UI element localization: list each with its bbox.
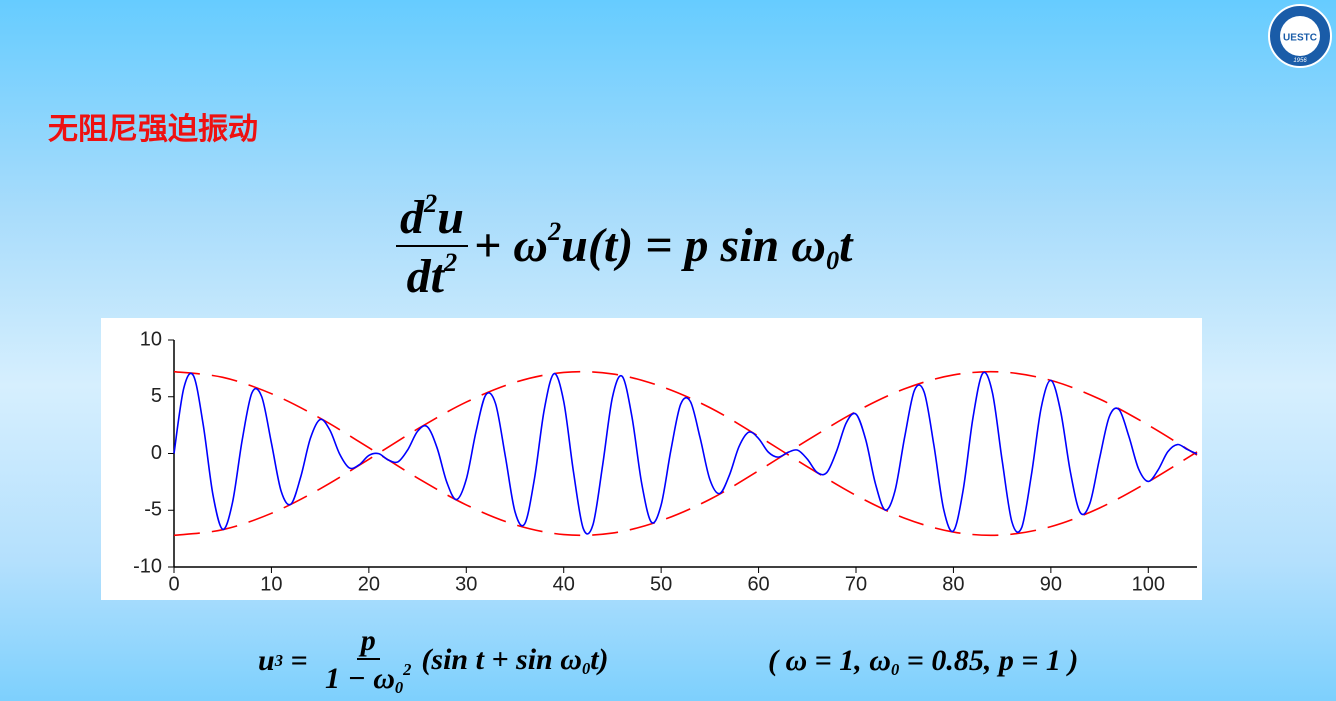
equation: ( ω = 1, ω0 = 0.85, p = 1 )	[768, 644, 1078, 680]
equation-body: + ω2u(t) = p sin ω0t	[474, 216, 853, 276]
equation-part: 0	[394, 678, 404, 698]
equation-part: 1 − ω	[325, 662, 395, 696]
x-tick-label: 40	[553, 573, 575, 595]
equation-part: 2	[424, 188, 438, 218]
x-tick-label: 10	[260, 573, 282, 595]
equation-part: u(t) = p sin ω	[561, 219, 826, 273]
numerator: p	[356, 624, 380, 660]
equation-part: u	[258, 644, 275, 678]
equation-part: 3	[274, 651, 283, 671]
equation-part: 2	[444, 247, 458, 278]
numerator: d2u	[396, 188, 468, 248]
y-tick-label: 5	[151, 385, 162, 407]
y-tick-label: -5	[144, 499, 162, 521]
equation-part: 0	[890, 659, 900, 679]
equation-part: =	[282, 644, 316, 678]
x-tick-label: 70	[845, 573, 867, 595]
logo: UESTC 1956	[1268, 4, 1332, 68]
logo-center	[1280, 16, 1320, 56]
equation-part: t)	[590, 643, 609, 677]
equation-body: ( ω = 1, ω0 = 0.85, p = 1 )	[768, 644, 1078, 680]
slide-title: 无阻尼强迫振动	[48, 112, 258, 147]
equation-part: + ω	[473, 219, 548, 273]
series-line	[173, 370, 1198, 537]
equation-part: d	[400, 191, 424, 245]
equation: d2u dt2 + ω2u(t) = p sin ω0t	[390, 188, 853, 304]
y-tick-label: -10	[133, 555, 162, 577]
x-tick-label: 20	[358, 573, 380, 595]
x-tick-label: 50	[650, 573, 672, 595]
equation-part: 0	[581, 659, 591, 679]
equation-part: dt	[406, 250, 445, 304]
y-tick-label: 0	[151, 442, 162, 464]
equation-part: p	[360, 624, 376, 657]
equation-part: 2	[403, 660, 412, 679]
equation-part: = 0.85, p = 1 )	[899, 644, 1079, 677]
series-line	[173, 370, 1198, 537]
x-tick-label: 80	[942, 573, 964, 595]
series-line	[173, 371, 1198, 535]
x-tick-label: 100	[1132, 573, 1165, 595]
equation-part: ( ω = 1, ω	[768, 644, 891, 677]
equation-body: (sin t + sin ω0t)	[421, 643, 608, 679]
equation-part: u	[437, 191, 464, 245]
x-tick-label: 0	[168, 573, 179, 595]
denominator: dt2	[403, 247, 462, 304]
equation-part: 2	[547, 216, 562, 247]
logo-year: 1956	[1293, 58, 1307, 64]
x-tick-label: 30	[455, 573, 477, 595]
equation-part: t	[839, 219, 853, 273]
x-tick-label: 60	[747, 573, 769, 595]
chart-background	[101, 318, 1202, 600]
denominator: 1 − ω02	[321, 660, 415, 698]
y-tick-label: 10	[140, 328, 162, 350]
x-tick-label: 90	[1040, 573, 1062, 595]
equation-part: 0	[825, 245, 840, 276]
fraction: d2u dt2	[396, 188, 468, 304]
equation-part: (sin t + sin ω	[421, 643, 582, 677]
logo-text: UESTC	[1283, 33, 1317, 44]
